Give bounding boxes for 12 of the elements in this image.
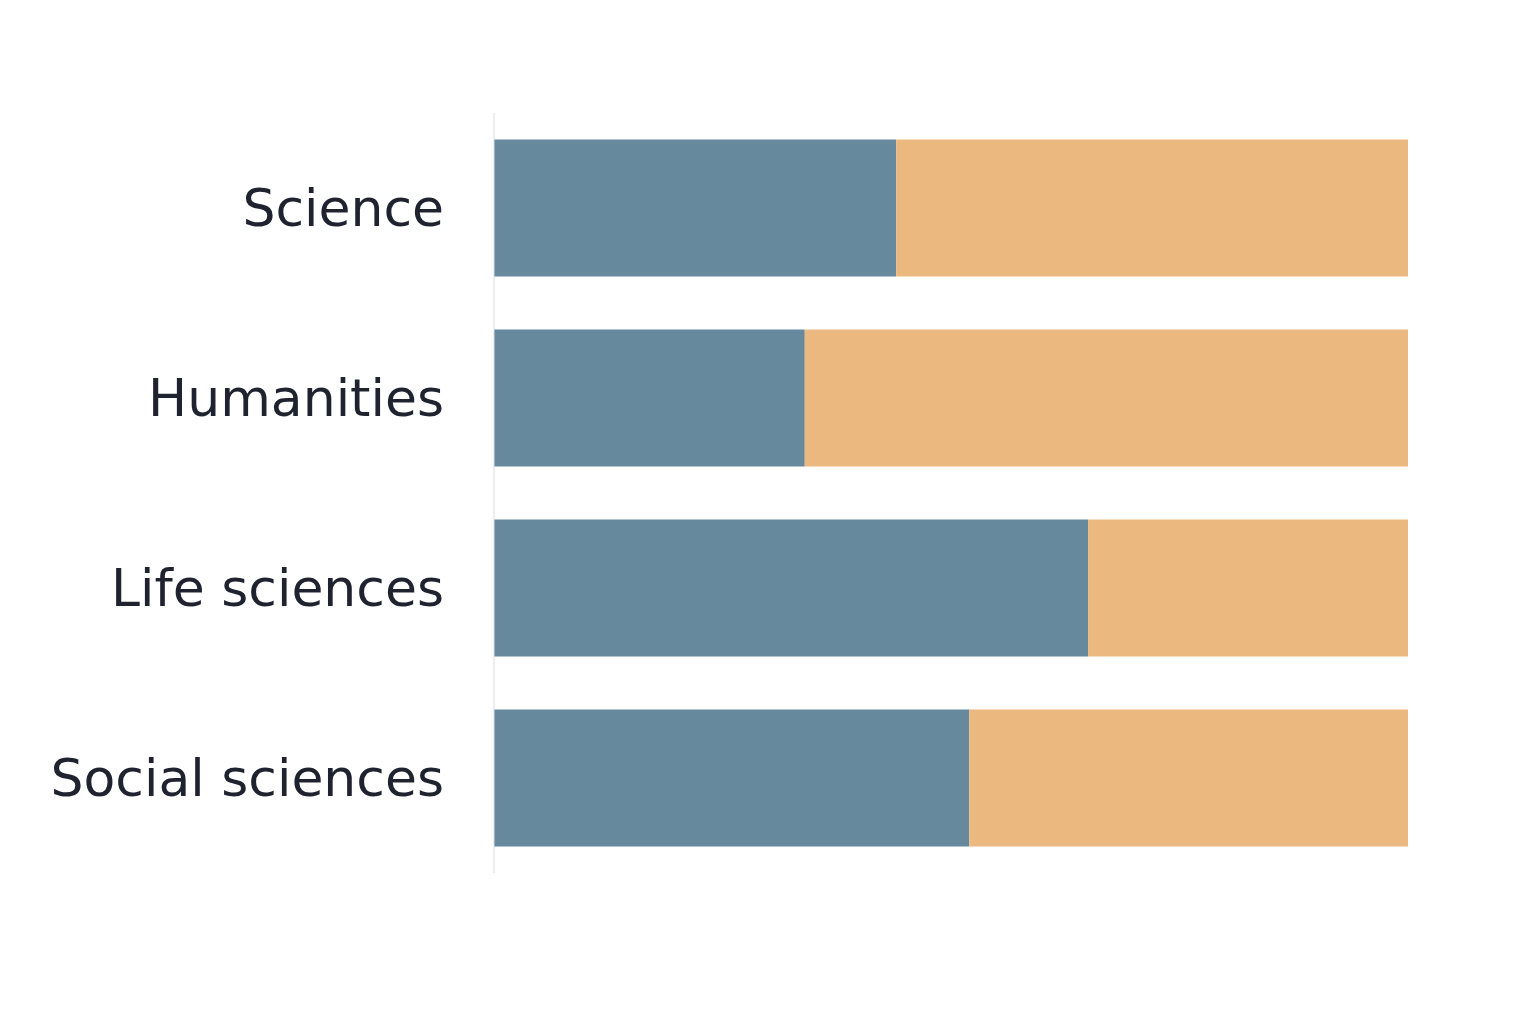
- y-tick-label: Life sciences: [111, 558, 444, 619]
- y-tick-label: Humanities: [148, 368, 444, 429]
- bar: [494, 329, 805, 467]
- bar: [1088, 519, 1408, 657]
- bar: [494, 709, 970, 847]
- bar: [896, 139, 1408, 277]
- y-tick-label: Science: [242, 178, 444, 239]
- bar: [494, 519, 1089, 657]
- bar: [494, 139, 897, 277]
- bar: [969, 709, 1408, 847]
- bar: [804, 329, 1408, 467]
- y-tick-label: Social sciences: [50, 748, 444, 809]
